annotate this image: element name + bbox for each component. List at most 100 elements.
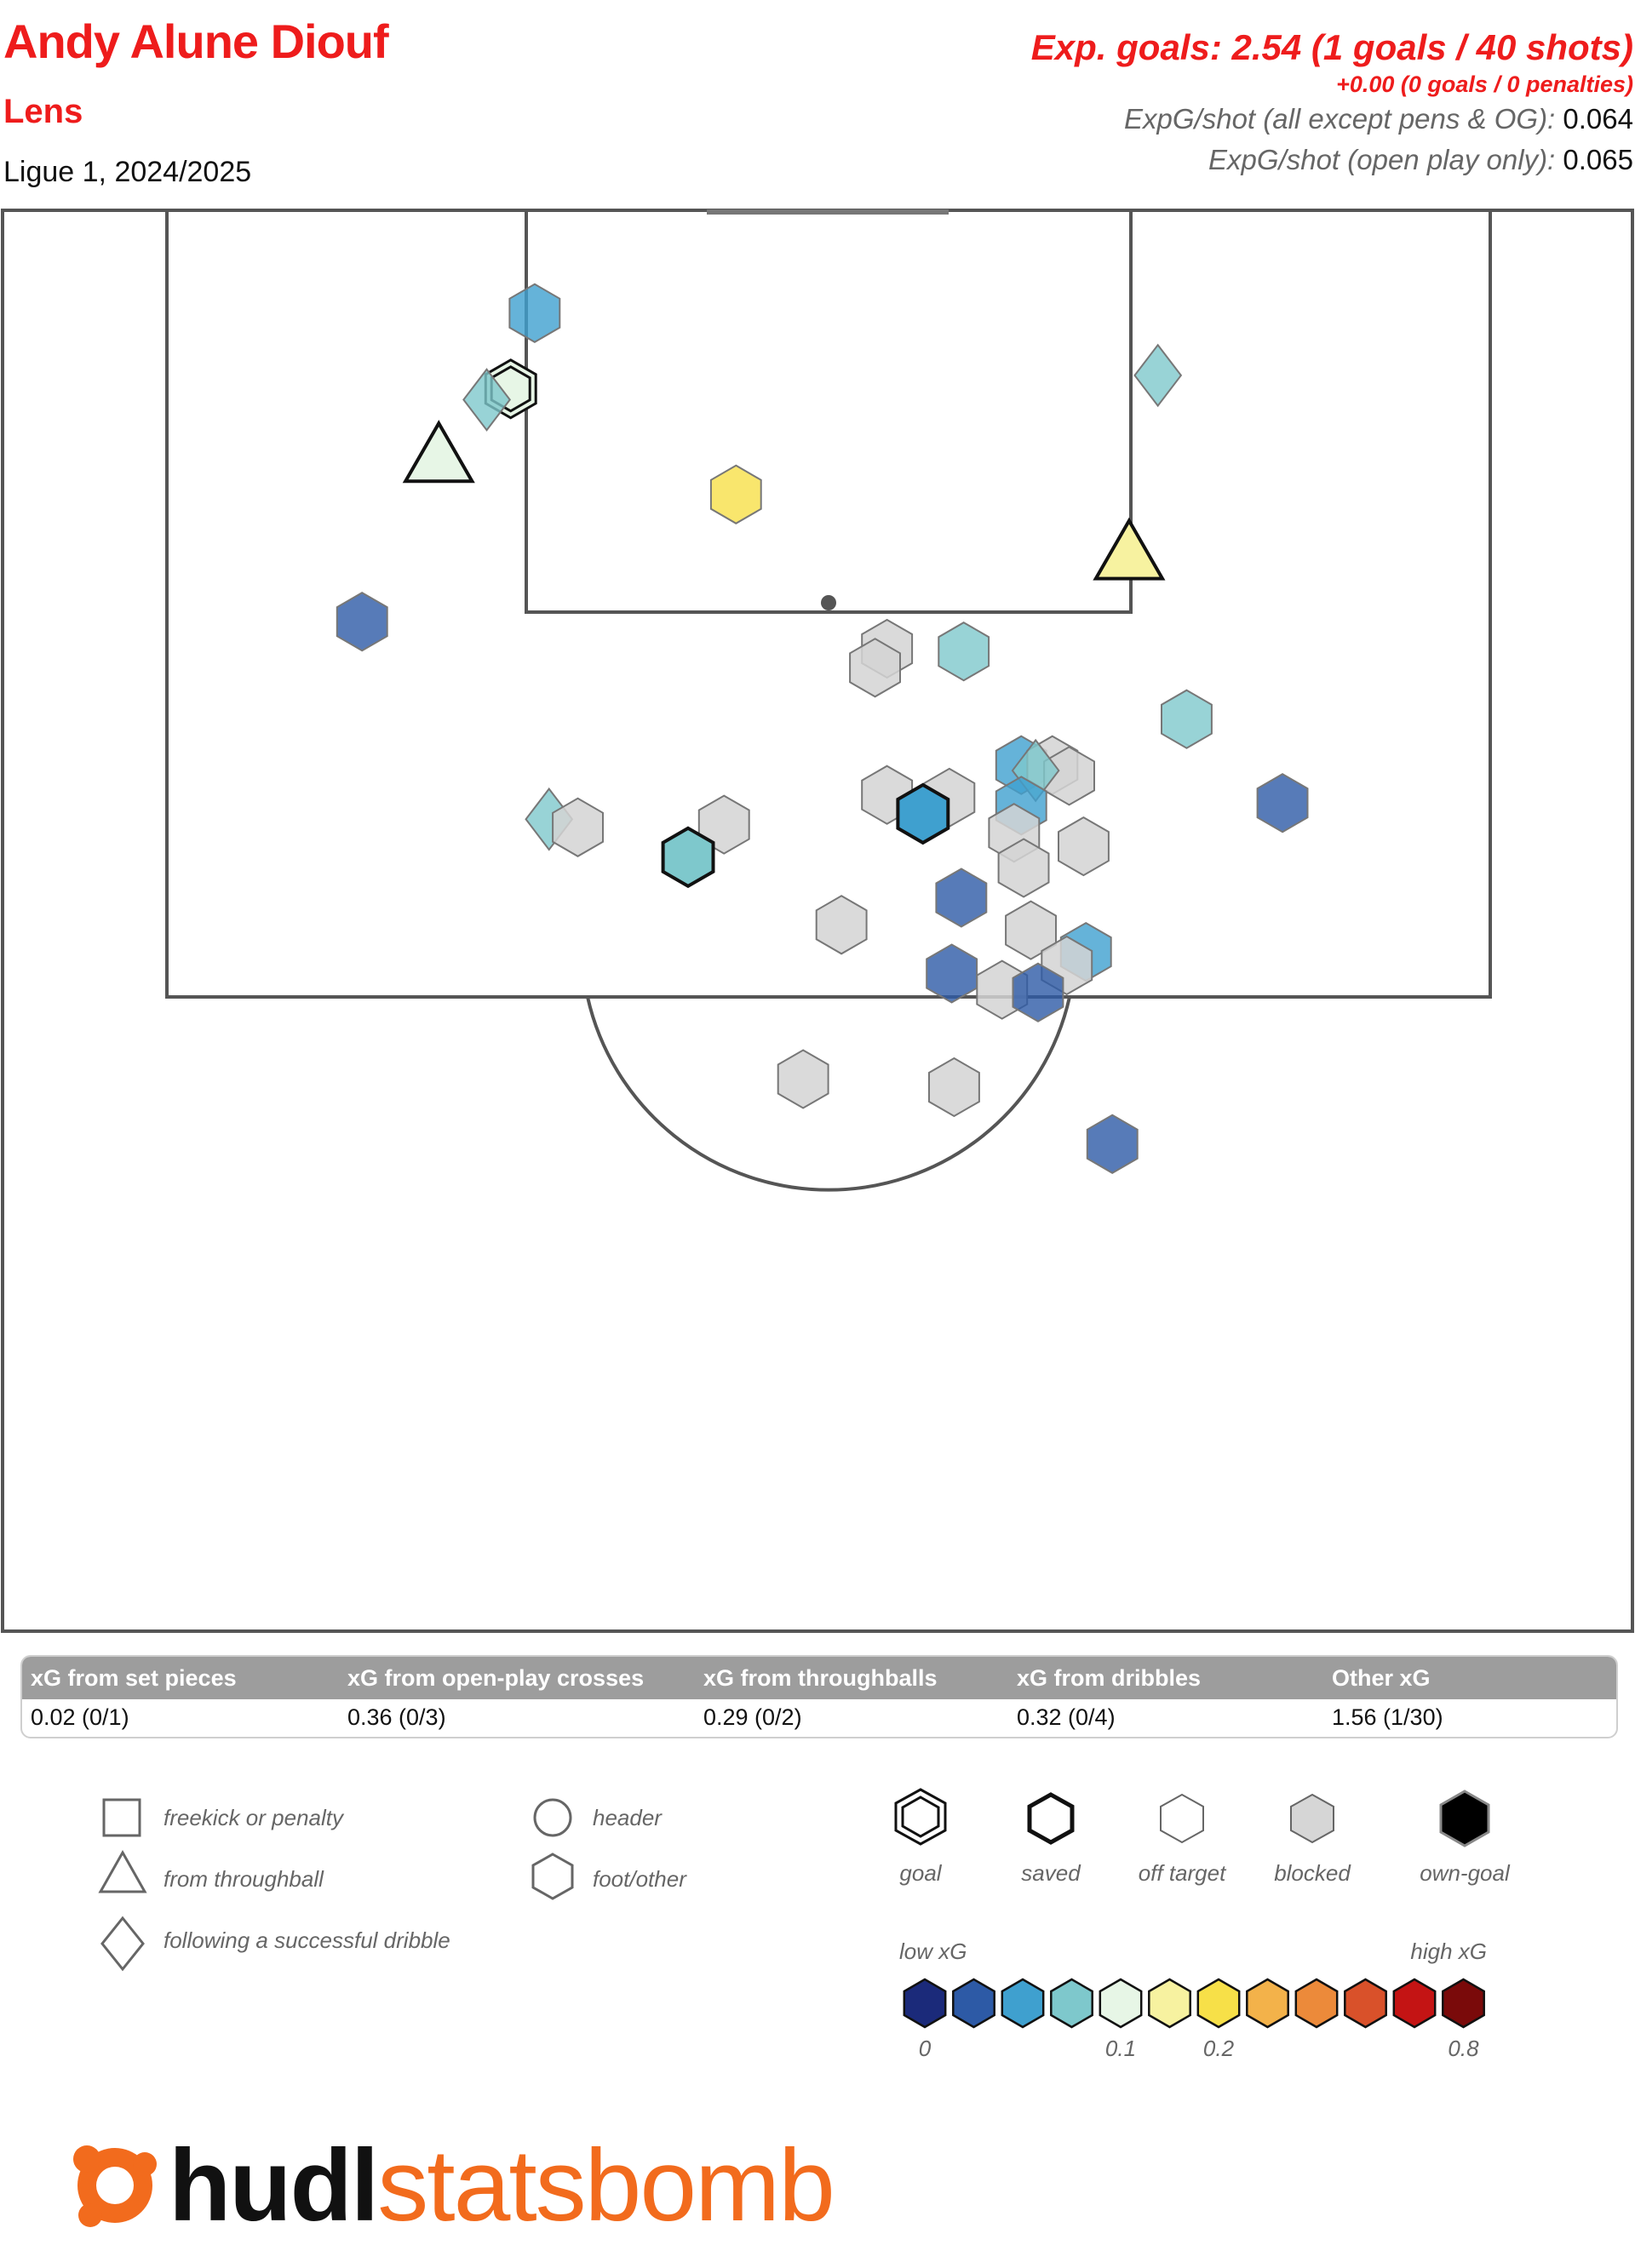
legend-throughball-label: from throughball xyxy=(164,1866,324,1892)
xg-headline: Exp. goals: 2.54 (1 goals / 40 shots) xyxy=(1030,27,1633,67)
shot-marker xyxy=(402,420,475,484)
scale-swatch xyxy=(1196,1978,1241,2029)
scale-swatch xyxy=(1246,1978,1289,2029)
hexagon-marker-icon xyxy=(531,1853,574,1900)
scale-swatch xyxy=(1392,1978,1437,2029)
scale-swatch xyxy=(1294,1978,1339,2029)
shots-layer xyxy=(336,283,1309,1174)
shot-marker xyxy=(997,838,1050,898)
team-name: Lens xyxy=(3,93,83,130)
saved-outcome-label: saved xyxy=(1021,1860,1081,1886)
legend-freekick-label: freekick or penalty xyxy=(164,1805,345,1830)
shot-marker xyxy=(1012,962,1064,1022)
penalty-arc xyxy=(586,996,1071,1192)
shot-marker xyxy=(1005,900,1057,960)
shot-marker xyxy=(508,283,561,343)
xg-per-shot-open-value: 0.065 xyxy=(1563,144,1633,175)
shot-marker xyxy=(661,826,715,889)
shot-marker xyxy=(1161,689,1213,749)
legend-foot-label: foot/other xyxy=(593,1866,687,1892)
header-right: Exp. goals: 2.54 (1 goals / 40 shots) +0… xyxy=(1031,26,1633,180)
xg-color-scale: low xG high xG 0 0.1 0.2 0.8 xyxy=(899,1939,1487,2061)
scale-swatches xyxy=(903,1978,1485,2029)
shot-marker xyxy=(697,794,750,855)
penalties-line: +0.00 (0 goals / 0 penalties) xyxy=(1336,72,1633,97)
scale-tick-label: 0 xyxy=(919,2036,932,2061)
scale-tick-label: 0.1 xyxy=(1105,2036,1136,2061)
scale-tick-label: 0.2 xyxy=(1203,2036,1235,2061)
scale-high-label: high xG xyxy=(1410,1939,1487,1964)
goal-outcome-label: goal xyxy=(899,1860,942,1886)
off-target-outcome-label: off target xyxy=(1139,1860,1227,1886)
header-left: Andy Alune Diouf Lens Ligue 1, 2024/2025 xyxy=(3,12,389,189)
diamond-marker-icon xyxy=(100,1916,145,1972)
shot-marker xyxy=(777,1049,829,1109)
scale-ticks: 0 0.1 0.2 0.8 xyxy=(919,2036,1479,2061)
competition-season: Ligue 1, 2024/2025 xyxy=(3,156,252,188)
legend: freekick or penalty from throughball fol… xyxy=(98,1788,1511,2061)
six-yard-box xyxy=(525,209,1133,614)
xg-per-shot-open: ExpG/shot (open play only): 0.065 xyxy=(1031,140,1633,180)
summary-col-throughballs-label: xG from throughballs xyxy=(703,1665,938,1691)
scale-swatch xyxy=(903,1978,947,2029)
scale-swatch xyxy=(1148,1978,1191,2029)
shot-marker xyxy=(1093,517,1166,581)
summary-col-dribbles-value: 0.32 (0/4) xyxy=(1017,1704,1116,1730)
scale-swatch xyxy=(952,1978,995,2029)
shot-marker xyxy=(849,638,901,698)
penalty-spot xyxy=(821,595,836,610)
outcome-legend: goal saved off target blocked own-goal xyxy=(894,1788,1511,1886)
summary-header: xG from set pieces xG from open-play cro… xyxy=(22,1657,1616,1699)
own-goal-outcome-label: own-goal xyxy=(1420,1860,1511,1886)
own-goal-outcome-icon xyxy=(1439,1790,1490,1847)
saved-outcome-icon xyxy=(1027,1792,1075,1845)
legend-dribble-label: following a successful dribble xyxy=(164,1927,450,1953)
scale-swatch xyxy=(1099,1978,1143,2029)
summary-col-set-pieces-value: 0.02 (0/1) xyxy=(31,1704,129,1730)
shot-marker xyxy=(926,943,978,1004)
summary-col-crosses-label: xG from open-play crosses xyxy=(347,1665,645,1691)
summary-col-other-label: Other xG xyxy=(1332,1665,1431,1691)
shot-marker xyxy=(928,1057,980,1118)
triangle-marker-icon xyxy=(98,1849,147,1893)
summary-col-throughballs-value: 0.29 (0/2) xyxy=(703,1704,802,1730)
blocked-outcome-label: blocked xyxy=(1274,1860,1351,1886)
brand-hudl: hudl xyxy=(169,2128,379,2242)
xg-summary-table: xG from set pieces xG from open-play cro… xyxy=(20,1655,1618,1738)
summary-col-other-value: 1.56 (1/30) xyxy=(1332,1704,1443,1730)
summary-col-crosses-value: 0.36 (0/3) xyxy=(347,1704,446,1730)
shot-marker xyxy=(935,868,988,928)
goal-outcome-icon xyxy=(894,1788,947,1846)
xg-per-shot: ExpG/shot (all except pens & OG): 0.064 xyxy=(1031,99,1633,140)
blocked-outcome-icon xyxy=(1290,1793,1334,1844)
player-name: Andy Alune Diouf xyxy=(3,14,389,68)
shot-marker xyxy=(896,782,950,845)
shot-marker xyxy=(815,895,868,955)
off-target-outcome-icon xyxy=(1160,1793,1204,1844)
summary-col-dribbles-label: xG from dribbles xyxy=(1017,1665,1202,1691)
shot-marker xyxy=(552,797,604,857)
scale-low-label: low xG xyxy=(899,1939,967,1964)
summary-col-set-pieces-label: xG from set pieces xyxy=(31,1665,237,1691)
scale-swatch xyxy=(1001,1978,1045,2029)
square-marker-icon xyxy=(102,1798,141,1837)
shot-marker xyxy=(938,621,990,682)
scale-tick-label: 0.8 xyxy=(1448,2036,1479,2061)
brand-wordmark: hudlstatsbomb xyxy=(169,2128,835,2242)
statsbomb-logo-icon xyxy=(73,2145,157,2227)
shot-map xyxy=(1,209,1634,1633)
shot-marker xyxy=(336,592,388,652)
shape-legend xyxy=(98,1798,574,1972)
shot-marker xyxy=(1086,1114,1139,1174)
legend-header-label: header xyxy=(593,1805,663,1830)
scale-swatch xyxy=(1050,1978,1093,2029)
shot-marker xyxy=(709,464,762,524)
summary-values: 0.02 (0/1) 0.36 (0/3) 0.29 (0/2) 0.32 (0… xyxy=(22,1699,1616,1737)
brand-statsbomb: statsbomb xyxy=(377,2128,835,2242)
scale-swatch xyxy=(1344,1978,1387,2029)
shot-marker xyxy=(1256,773,1309,833)
xg-per-shot-label: ExpG/shot (all except pens & OG): xyxy=(1124,103,1556,135)
shot-marker xyxy=(462,368,512,432)
shot-marker xyxy=(1058,816,1110,877)
circle-marker-icon xyxy=(533,1798,572,1837)
